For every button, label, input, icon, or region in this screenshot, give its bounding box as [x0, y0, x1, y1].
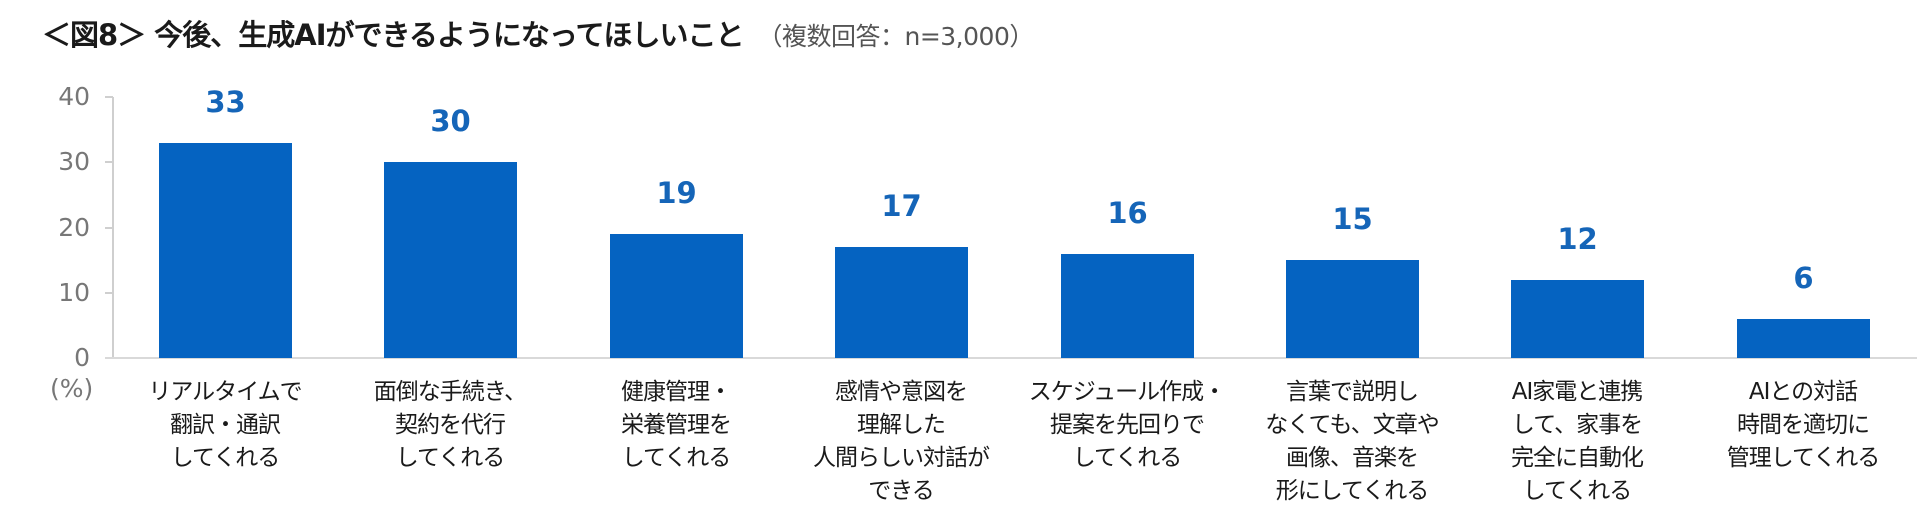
- category-label-line: AI家電と連携: [1511, 379, 1644, 405]
- category-label-line: 翻訳・通訳: [170, 412, 281, 438]
- category-label: 面倒な手続き、 契約を代行してくれる: [335, 376, 565, 475]
- category-label-line: 完全に自動化: [1511, 445, 1644, 471]
- y-tick-label: 0: [74, 343, 90, 372]
- category-label-line: して、家事を: [1511, 412, 1643, 438]
- bar: [1286, 260, 1419, 358]
- bar: [610, 233, 743, 358]
- category-label: 感情や意図を 理解した人間らしい対話が できる: [786, 376, 1016, 508]
- bar-value-label: 16: [1107, 195, 1148, 230]
- category-label-line: 言葉で説明し: [1286, 379, 1419, 405]
- bar-value-label: 6: [1793, 260, 1814, 295]
- category-label-line: 人間らしい対話が: [813, 445, 990, 471]
- category-label-line: 契約を代行: [395, 412, 506, 438]
- category-label-line: してくれる: [1522, 478, 1633, 504]
- category-label-line: 画像、音楽を: [1286, 445, 1419, 471]
- y-tick: [105, 96, 113, 98]
- bar-value-label: 17: [881, 188, 922, 223]
- y-axis-line: [112, 97, 114, 359]
- category-label-line: 時間を適切に: [1737, 412, 1870, 438]
- y-tick-label: 20: [58, 213, 90, 242]
- category-label-line: 理解した: [857, 412, 946, 438]
- category-label-line: してくれる: [621, 445, 732, 471]
- bar-value-label: 30: [430, 104, 471, 139]
- bar-value-label: 33: [205, 84, 246, 119]
- category-label: 健康管理・栄養管理をしてくれる: [561, 376, 791, 475]
- bar-value-label: 12: [1557, 221, 1598, 256]
- category-label: リアルタイムで 翻訳・通訳してくれる: [110, 376, 340, 475]
- chart-title: ＜図8＞ 今後、生成AIができるようになってほしいこと （複数回答：n=3,000…: [42, 12, 1034, 54]
- category-label-line: してくれる: [395, 445, 506, 471]
- category-label: AIとの対話 時間を適切に 管理してくれる: [1688, 376, 1918, 475]
- y-axis-unit: (%): [50, 374, 94, 403]
- category-label-line: 健康管理・: [621, 379, 732, 405]
- category-label-line: 感情や意図を: [835, 379, 968, 405]
- category-label-line: 形にしてくれる: [1275, 478, 1430, 504]
- category-label-line: してくれる: [1072, 445, 1183, 471]
- category-label: 言葉で説明し なくても、文章や 画像、音楽を 形にしてくれる: [1237, 376, 1467, 508]
- bar: [835, 246, 968, 358]
- category-label-line: AIとの対話: [1748, 379, 1858, 405]
- bar: [384, 162, 517, 358]
- category-label-line: 管理してくれる: [1726, 445, 1881, 471]
- y-tick: [105, 292, 113, 294]
- bar-value-label: 15: [1332, 202, 1373, 237]
- category-label-line: 提案を先回りで: [1050, 412, 1205, 438]
- category-label-line: 栄養管理を: [621, 412, 732, 438]
- y-tick: [105, 161, 113, 163]
- category-label-line: してくれる: [170, 445, 281, 471]
- category-label-line: 面倒な手続き、: [373, 379, 527, 405]
- chart-subtitle: （複数回答：n=3,000）: [757, 22, 1034, 51]
- bar: [1511, 279, 1644, 358]
- category-label: スケジュール作成・ 提案を先回りで してくれる: [1012, 376, 1242, 475]
- bar: [1061, 253, 1194, 358]
- bar: [159, 142, 292, 358]
- y-tick-label: 40: [58, 82, 90, 111]
- category-label-line: なくても、文章や: [1265, 412, 1439, 438]
- chart-title-main: ＜図8＞ 今後、生成AIができるようになってほしいこと: [42, 18, 744, 52]
- category-label: AI家電と連携 して、家事を 完全に自動化 してくれる: [1462, 376, 1692, 508]
- bar-value-label: 19: [656, 175, 697, 210]
- y-tick: [105, 227, 113, 229]
- x-axis-baseline: [105, 357, 1917, 359]
- category-label-line: リアルタイムで: [148, 379, 302, 405]
- bar: [1737, 318, 1870, 358]
- y-tick-label: 30: [58, 147, 90, 176]
- y-tick-label: 10: [58, 278, 90, 307]
- category-label-line: できる: [868, 478, 935, 504]
- category-label-line: スケジュール作成・: [1028, 379, 1226, 405]
